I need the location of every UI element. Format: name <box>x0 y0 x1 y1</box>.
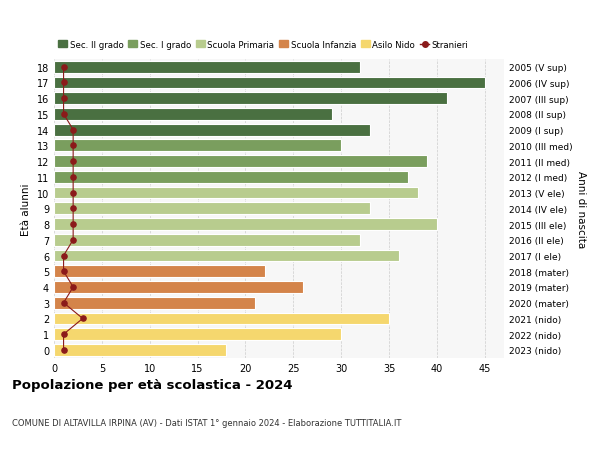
Point <box>59 252 68 260</box>
Text: Popolazione per età scolastica - 2024: Popolazione per età scolastica - 2024 <box>12 379 293 392</box>
Point <box>68 158 78 165</box>
Bar <box>54 140 341 152</box>
Bar <box>54 297 255 309</box>
Text: COMUNE DI ALTAVILLA IRPINA (AV) - Dati ISTAT 1° gennaio 2024 - Elaborazione TUTT: COMUNE DI ALTAVILLA IRPINA (AV) - Dati I… <box>12 418 401 427</box>
Bar <box>54 62 361 73</box>
Point <box>68 221 78 228</box>
Point <box>59 64 68 71</box>
Point <box>59 79 68 87</box>
Point <box>68 205 78 213</box>
Bar <box>54 266 265 278</box>
Point <box>68 174 78 181</box>
Bar <box>54 203 370 215</box>
Point <box>78 315 88 322</box>
Bar <box>54 344 226 356</box>
Point <box>59 268 68 275</box>
Point <box>68 127 78 134</box>
Y-axis label: Anni di nascita: Anni di nascita <box>577 170 586 247</box>
Point <box>59 95 68 103</box>
Bar <box>54 124 370 136</box>
Bar <box>54 156 427 168</box>
Bar <box>54 172 408 183</box>
Bar <box>54 329 341 341</box>
Bar <box>54 93 446 105</box>
Bar <box>54 77 485 89</box>
Bar <box>54 250 398 262</box>
Point <box>59 111 68 118</box>
Bar <box>54 218 437 230</box>
Bar <box>54 235 361 246</box>
Point <box>59 299 68 307</box>
Bar <box>54 281 303 293</box>
Point <box>68 190 78 197</box>
Point <box>68 236 78 244</box>
Point <box>59 331 68 338</box>
Point <box>59 347 68 354</box>
Bar <box>54 109 332 121</box>
Bar <box>54 313 389 325</box>
Legend: Sec. II grado, Sec. I grado, Scuola Primaria, Scuola Infanzia, Asilo Nido, Stran: Sec. II grado, Sec. I grado, Scuola Prim… <box>58 40 468 50</box>
Point <box>68 284 78 291</box>
Point <box>68 142 78 150</box>
Bar <box>54 187 418 199</box>
Y-axis label: Età alunni: Età alunni <box>21 183 31 235</box>
